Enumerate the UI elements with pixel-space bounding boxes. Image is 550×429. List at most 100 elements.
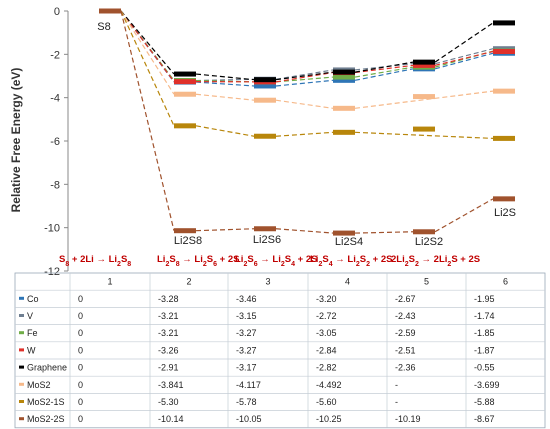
table-cell: -2.67 — [395, 294, 416, 304]
series-connector-co — [275, 79, 334, 87]
table-header-cell: 3 — [265, 277, 270, 287]
reaction-label: 2Li2S2 → 2Li2S + 2S — [391, 254, 480, 268]
level-bar-graphene — [174, 71, 196, 77]
table-cell: -2.84 — [316, 345, 337, 355]
series-name: V — [27, 311, 33, 321]
species-label: Li2S2 — [415, 236, 443, 248]
data-table: 1 2 3 4 5 6 Co 0 -3.28 -3.46 -3.20 -2.67 -1.95 V 0 -3.2… — [14, 272, 546, 429]
reaction-label: Li2S4 → Li2S2 + 2S — [310, 254, 392, 268]
series-name: Co — [27, 294, 39, 304]
table-cell: 0 — [78, 311, 83, 321]
table-cell: -2.43 — [395, 311, 416, 321]
series-connector-mos2-2s — [434, 198, 494, 233]
y-tick-label: -2 — [50, 49, 60, 61]
table-border — [14, 272, 546, 429]
y-tick-label: -12 — [44, 266, 60, 278]
series-connector-mos2 — [354, 90, 494, 109]
series-connector-fe — [354, 66, 414, 78]
level-bar-mos2 — [254, 97, 276, 103]
table-cell: 0 — [78, 380, 83, 390]
species-label: S8 — [97, 21, 110, 33]
series-connector-co — [434, 52, 494, 70]
level-bar-graphene — [413, 59, 435, 65]
table-cell: -1.95 — [474, 294, 495, 304]
table-cell: - — [395, 380, 398, 390]
table-cell: 0 — [78, 363, 83, 373]
table-header-cell: 5 — [424, 277, 429, 287]
legend-swatch — [19, 314, 24, 317]
table-cell: -3.20 — [316, 294, 337, 304]
level-bar-mos2-1s — [333, 129, 355, 135]
table-cell: -2.59 — [395, 328, 416, 338]
series-connector-graphene — [195, 73, 255, 81]
series-connector-mos2-1s — [354, 131, 494, 139]
level-bar-mos2-2s — [333, 230, 355, 236]
y-tick-label: 0 — [54, 6, 60, 18]
table-cell: -2.72 — [316, 311, 337, 321]
series-name: Fe — [27, 328, 38, 338]
series-connector-fe — [275, 76, 334, 83]
table-header-cell: 1 — [107, 277, 112, 287]
table-cell: -2.82 — [316, 363, 337, 373]
table-cell: -0.55 — [474, 363, 495, 373]
series-connector-co — [354, 68, 414, 81]
series-connector-graphene — [275, 71, 334, 81]
table-cell: -3.26 — [158, 345, 179, 355]
level-bar-mos2-1s — [413, 126, 435, 132]
table-cell: 0 — [78, 414, 83, 424]
table-cell: -3.27 — [236, 345, 257, 355]
level-bar-mos2 — [413, 94, 435, 100]
series-connector-mos2 — [275, 99, 334, 109]
table-cell: -3.15 — [236, 311, 257, 321]
series-connector-mos2 — [120, 10, 175, 95]
legend-swatch — [19, 417, 24, 421]
table-cell: -3.05 — [316, 328, 337, 338]
reaction-label: Li2S6 → Li2S4 + 2S — [235, 254, 317, 268]
series-name: MoS2 — [27, 380, 51, 390]
series-connector-mos2 — [195, 93, 255, 101]
legend-swatch — [19, 331, 24, 335]
table-cell: -10.05 — [236, 414, 262, 424]
table-cell: 0 — [78, 328, 83, 338]
level-bar-mos2 — [333, 105, 355, 111]
series-connector-mos2-2s — [195, 228, 255, 232]
series-connector-graphene — [354, 61, 414, 73]
series-name: MoS2-2S — [27, 414, 65, 424]
species-label: Li2S4 — [335, 236, 363, 248]
y-tick-label: -6 — [50, 136, 60, 148]
table-header-cell: 4 — [345, 277, 350, 287]
series-connector-mos2-1s — [120, 10, 175, 127]
table-cell: -2.36 — [395, 363, 416, 373]
table-cell: -2.51 — [395, 345, 416, 355]
level-bar-mos2-1s — [174, 123, 196, 129]
species-label: Li2S6 — [253, 234, 281, 246]
species-label: Li2S — [494, 207, 516, 219]
series-connector-v — [354, 63, 414, 71]
y-tick-label: -8 — [50, 179, 60, 191]
table-cell: 0 — [78, 345, 83, 355]
table-cell: -3.27 — [236, 328, 257, 338]
table-cell: -10.25 — [316, 414, 342, 424]
level-bar-co — [333, 77, 355, 83]
legend-swatch — [19, 296, 24, 300]
table-cell: -3.21 — [158, 328, 179, 338]
y-tick-label: -10 — [44, 223, 60, 235]
table-cell: -4.117 — [236, 380, 261, 390]
series-connector-mos2-2s — [275, 228, 334, 234]
level-bar-co — [254, 83, 276, 89]
table-cell: 0 — [78, 397, 83, 407]
series-connector-graphene — [434, 22, 494, 63]
series-connector-mos2-2s — [120, 10, 175, 231]
level-bar-graphene — [254, 77, 276, 83]
level-bar-mos2 — [493, 88, 515, 94]
table-cell: -3.21 — [158, 311, 179, 321]
level-bar-mos2 — [174, 91, 196, 97]
species-label: Li2S8 — [174, 235, 202, 247]
level-bar-fe — [333, 74, 355, 80]
table-cell: -3.17 — [236, 363, 257, 373]
table-cell: -1.87 — [474, 345, 495, 355]
table-cell: -3.46 — [236, 294, 257, 304]
series-name: Graphene — [27, 363, 67, 373]
